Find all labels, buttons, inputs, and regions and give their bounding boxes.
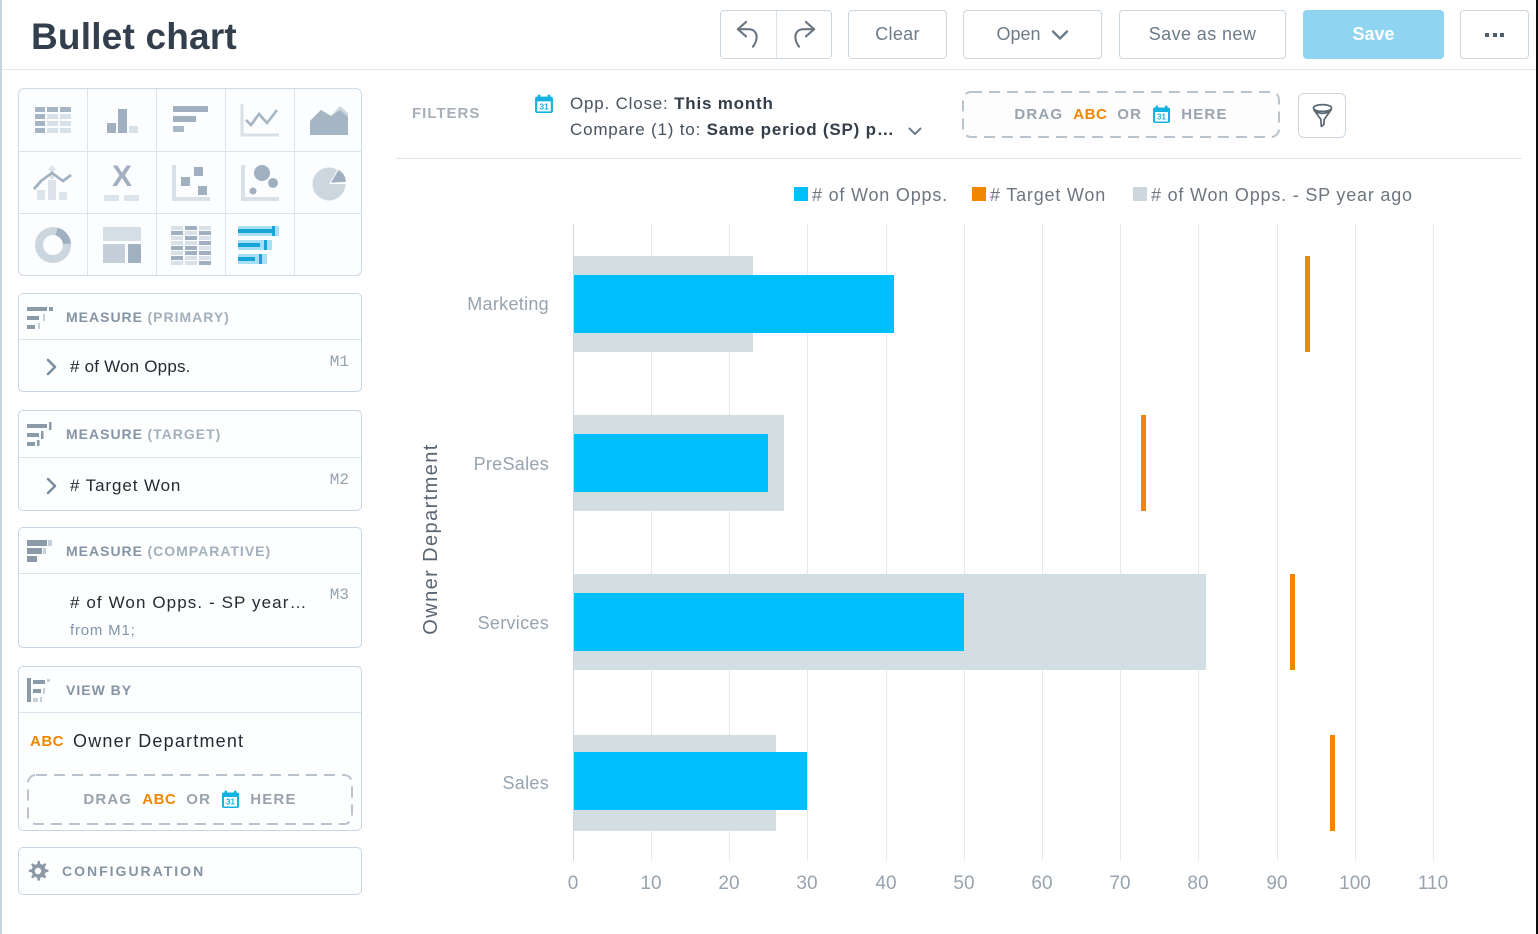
svg-text:31: 31 (226, 798, 235, 807)
svg-text:31: 31 (539, 101, 549, 111)
svg-text:31: 31 (1157, 113, 1166, 122)
